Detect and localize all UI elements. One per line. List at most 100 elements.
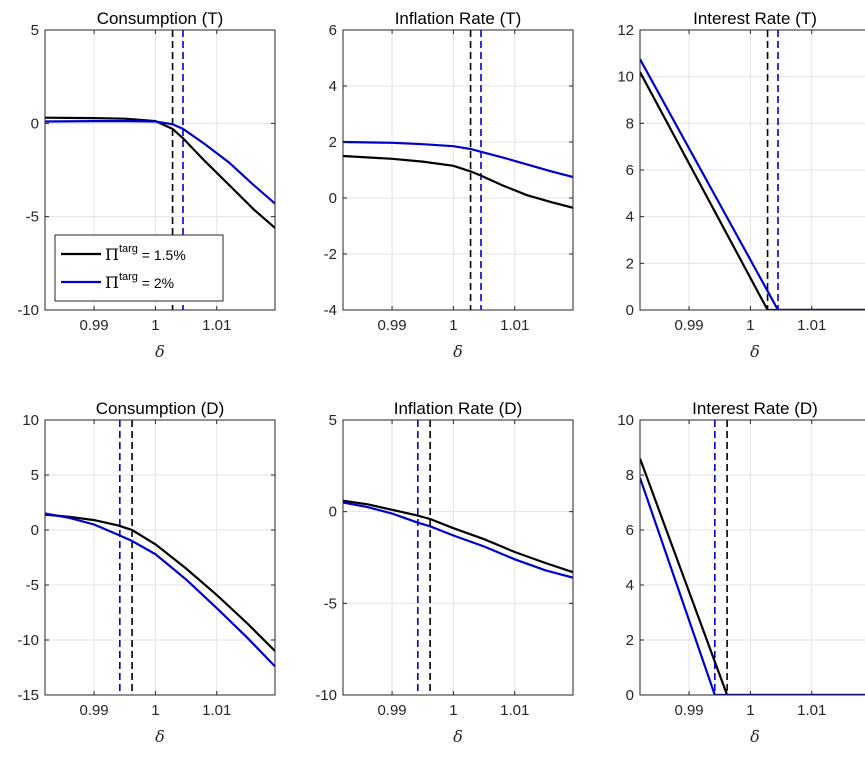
x-tick-label: 1.01 (202, 317, 231, 334)
series-line (45, 512, 275, 668)
x-tick-label: 1.01 (500, 317, 529, 334)
y-tick-label: 5 (329, 412, 337, 429)
x-tick-label: 0.99 (79, 317, 108, 334)
series-line (640, 458, 865, 695)
x-tick-label: 1.01 (202, 702, 231, 719)
x-tick-label: 0.99 (377, 317, 406, 334)
legend-box (54, 234, 224, 302)
x-tick-label: 0.99 (79, 702, 108, 719)
y-tick-label: 2 (626, 632, 634, 649)
x-tick-label: 1 (746, 702, 754, 719)
y-tick-label: 4 (626, 577, 634, 594)
y-tick-label: 12 (617, 22, 634, 39)
y-tick-label: 8 (626, 115, 634, 132)
panel-5: 0.99 1 1.01 -10 -5 0 5 Inflation Rate (D) δ (315, 399, 574, 746)
y-tick-label: -5 (324, 595, 337, 612)
series-line (45, 119, 275, 205)
y-tick-label: 4 (329, 78, 337, 95)
plot-area (640, 420, 865, 695)
x-axis-label: δ (750, 342, 760, 361)
y-tick-label: 0 (329, 190, 337, 207)
legend-superscript: targ (119, 271, 138, 283)
x-axis-label: δ (453, 727, 463, 746)
series-line (45, 513, 275, 652)
series-line (45, 116, 275, 229)
panel-title: Consumption (T) (97, 9, 224, 28)
x-tick-label: 1.01 (797, 702, 826, 719)
panel-2: 0.99 1 1.01 -4 -2 0 2 4 6 Inflation Rate (T) δ (324, 9, 574, 361)
panel-title: Consumption (D) (96, 399, 225, 418)
x-tick-label: 1 (449, 317, 457, 334)
y-tick-label: 10 (617, 412, 634, 429)
series-line (343, 154, 573, 209)
x-tick-label: 1 (151, 702, 159, 719)
panel-title: Inflation Rate (T) (395, 9, 522, 28)
y-tick-label: 8 (626, 467, 634, 484)
x-tick-label: 0.99 (674, 702, 703, 719)
y-tick-label: 0 (31, 115, 39, 132)
y-tick-label: 2 (329, 134, 337, 151)
x-axis-label: δ (750, 727, 760, 746)
x-tick-label: 1 (449, 702, 457, 719)
panel-3: 0.99 1 1.01 0 2 4 6 8 10 12 Interest Rate (T) δ (617, 9, 865, 361)
x-tick-label: 1 (151, 317, 159, 334)
y-tick-label: -4 (324, 302, 337, 319)
legend-symbol: Π (105, 273, 119, 292)
legend-value: = 2% (138, 275, 174, 291)
y-tick-label: 0 (626, 687, 634, 704)
y-tick-label: -15 (17, 687, 39, 704)
y-tick-label: 6 (329, 22, 337, 39)
y-tick-label: 10 (22, 412, 39, 429)
legend-superscript: targ (119, 243, 138, 255)
series-line (343, 499, 573, 574)
y-tick-label: 6 (626, 522, 634, 539)
x-tick-label: 0.99 (377, 702, 406, 719)
y-tick-label: 0 (626, 302, 634, 319)
legend: Πtarg = 1.5%Πtarg = 2% (54, 234, 224, 302)
y-tick-label: 2 (626, 255, 634, 272)
axes-frame (342, 29, 574, 311)
legend-label: Πtarg = 2% (105, 271, 174, 292)
y-tick-label: 0 (329, 504, 337, 521)
axes-frame (44, 29, 276, 311)
series-line (343, 501, 573, 579)
y-tick-label: 6 (626, 162, 634, 179)
panel-1: 0.99 1 1.01 -10 -5 0 5 Consumption (T) δ Πtarg = … (17, 9, 276, 361)
x-axis-label: δ (155, 342, 165, 361)
x-tick-label: 0.99 (674, 317, 703, 334)
x-tick-label: 1.01 (500, 702, 529, 719)
x-tick-label: 1.01 (797, 317, 826, 334)
plot-area (343, 420, 573, 695)
panel-6: 0.99 1 1.01 0 2 4 6 8 10 Interest Rate (D) δ (617, 399, 865, 746)
y-tick-label: -10 (17, 632, 39, 649)
y-tick-label: -5 (26, 209, 39, 226)
y-tick-label: 10 (617, 69, 634, 86)
x-axis-label: δ (453, 342, 463, 361)
x-axis-label: δ (155, 727, 165, 746)
panel-title: Interest Rate (T) (693, 9, 817, 28)
y-tick-label: -10 (17, 302, 39, 319)
series-line (640, 71, 865, 310)
x-tick-label: 1 (746, 317, 754, 334)
y-tick-label: 5 (31, 467, 39, 484)
series-line (343, 140, 573, 179)
y-tick-label: 5 (31, 22, 39, 39)
plot-area (343, 30, 573, 310)
y-tick-label: 0 (31, 522, 39, 539)
axes-frame (342, 419, 574, 696)
y-tick-label: 4 (626, 209, 634, 226)
y-tick-label: -5 (26, 577, 39, 594)
panel-title: Interest Rate (D) (692, 399, 818, 418)
legend-value: = 1.5% (138, 247, 186, 263)
axes-frame (639, 419, 865, 696)
y-tick-label: -2 (324, 246, 337, 263)
legend-label: Πtarg = 1.5% (105, 243, 186, 264)
series-line (640, 58, 865, 310)
panel-4: 0.99 1 1.01 -15 -10 -5 0 5 10 Consumption (D) δ (17, 399, 276, 746)
series-line (640, 477, 865, 695)
legend-symbol: Π (105, 245, 119, 264)
axes-frame (44, 419, 276, 696)
panel-title: Inflation Rate (D) (394, 399, 523, 418)
y-tick-label: -10 (315, 687, 337, 704)
